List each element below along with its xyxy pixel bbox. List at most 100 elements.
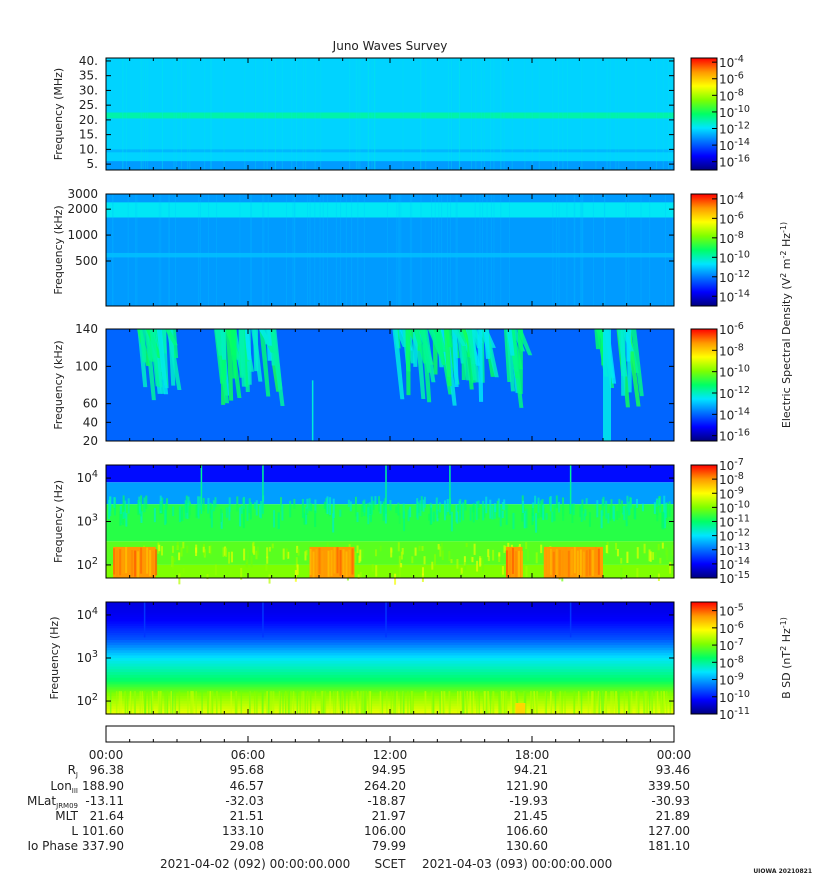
ytick-label: 104 — [77, 606, 98, 622]
ephemeris-value: 21.97 — [372, 809, 406, 823]
colorbar-tick-label: 10-8 — [719, 342, 744, 358]
ytick-label: 60 — [83, 397, 98, 411]
ephemeris-row-label: MLT — [55, 809, 78, 823]
ephemeris-row: MLT 21.64 21.51 21.97 21.45 21.89 — [55, 809, 690, 823]
ephemeris-value: 337.90 — [82, 839, 124, 853]
colorbar-tick-label: 10-4 — [719, 191, 744, 207]
colorbar: 10-4 10-6 10-8 10-10 10-12 10-14 Electric Spec… — [690, 191, 794, 428]
colorbar-tick-label: 10-11 — [719, 706, 750, 722]
colorbar-label: Electric Spectral Density (V2 m-2 Hz-1) — [779, 222, 794, 428]
ephemeris-value: 130.60 — [506, 839, 548, 853]
colorbar-tick-label: 10-14 — [719, 556, 750, 572]
colorbar-tick-label: 10-14 — [719, 288, 750, 304]
colorbar-tick-label: 10-8 — [719, 87, 744, 103]
ephemeris-value: 127.00 — [648, 824, 690, 838]
ephemeris-value: 94.95 — [372, 763, 406, 777]
ytick-label: 20 — [83, 434, 98, 448]
time-tick-label: 06:00 — [231, 748, 266, 762]
ephemeris-row: L 101.60 133.10 106.00 106.60 127.00 — [71, 824, 690, 838]
ytick-label: 3000 — [67, 187, 98, 201]
colorbar-tick-label: 10-6 — [719, 321, 744, 337]
colorbar-tick-label: 10-9 — [719, 672, 744, 688]
spectrogram-image — [106, 58, 674, 170]
ytick-label: 20. — [79, 113, 98, 127]
colorbar-tick-label: 10-11 — [719, 514, 750, 530]
colorbar-tick-label: 10-16 — [719, 154, 750, 170]
ytick-label: 25. — [79, 98, 98, 112]
ytick-label: 40. — [79, 54, 98, 68]
ytick-label: 40 — [83, 415, 98, 429]
ephemeris-value: 106.00 — [364, 824, 406, 838]
ylabel: Frequency (Hz) — [52, 480, 65, 563]
ephemeris-value: 96.38 — [90, 763, 124, 777]
ephemeris-value: 106.60 — [506, 824, 548, 838]
ytick-label: 104 — [77, 469, 98, 485]
colorbar-tick-label: 10-14 — [719, 137, 750, 153]
colorbar-tick-label: 10-16 — [719, 428, 750, 444]
spectrogram-image — [106, 465, 674, 585]
ephemeris-row-label: L — [71, 824, 78, 838]
ylabel: Frequency (kHz) — [52, 340, 65, 429]
ephemeris-value: -19.93 — [509, 794, 548, 808]
colorbar-tick-label: 10-7 — [719, 637, 744, 653]
ylabel: Frequency (kHz) — [52, 205, 65, 294]
ytick-label: 1000 — [67, 228, 98, 242]
ytick-label: 15. — [79, 128, 98, 142]
colorbar-tick-label: 10-10 — [719, 364, 750, 380]
ephemeris-row-label: MLatJRM09 — [27, 794, 78, 810]
ephemeris-row: Io Phase 337.90 29.08 79.99 130.60 181.10 — [27, 839, 690, 853]
colorbar-tick-label: 10-14 — [719, 406, 750, 422]
colorbar-tick-label: 10-8 — [719, 654, 744, 670]
ytick-label: 102 — [77, 692, 98, 708]
colorbar-tick-label: 10-13 — [719, 542, 750, 558]
ephemeris-value: -32.03 — [225, 794, 264, 808]
ytick-label: 30. — [79, 83, 98, 97]
ephemeris-value: 95.68 — [230, 763, 264, 777]
colorbar-tick-label: 10-12 — [719, 528, 750, 544]
colorbar: 10-6 10-8 10-10 10-12 10-14 10-16 — [690, 321, 750, 444]
ephemeris-table: RJ 96.38 95.68 94.95 94.21 93.46 LonIII 188.90 4… — [27, 763, 690, 853]
colorbar-tick-label: 10-6 — [719, 71, 744, 87]
time-tick-label: 00:00 — [89, 748, 124, 762]
time-axis: 00:00 06:00 12:00 18:00 00:00 — [89, 725, 692, 762]
colorbar-tick-label: 10-12 — [719, 121, 750, 137]
ephemeris-value: -30.93 — [651, 794, 690, 808]
colorbar-tick-label: 10-10 — [719, 689, 750, 705]
ephemeris-value: 94.21 — [514, 763, 548, 777]
ytick-label: 103 — [77, 649, 98, 665]
time-tick-label: 00:00 — [657, 748, 692, 762]
colorbar-tick-label: 10-12 — [719, 385, 750, 401]
ytick-label: 35. — [79, 69, 98, 83]
ephemeris-value: 188.90 — [82, 779, 124, 793]
scet-end-date: 2021-04-03 (093) 00:00:00.000 — [422, 857, 612, 871]
ytick-label: 140 — [75, 322, 98, 336]
colorbar-tick-label: 10-6 — [719, 210, 744, 226]
ephemeris-row: MLatJRM09 -13.11 -32.03 -18.87 -19.93 -30.93 — [27, 794, 690, 810]
ephemeris-value: 264.20 — [364, 779, 406, 793]
ephemeris-row-label: Io Phase — [27, 839, 78, 853]
colorbar-tick-label: 10-4 — [719, 54, 744, 70]
ephemeris-row: RJ 96.38 95.68 94.95 94.21 93.46 — [68, 763, 690, 779]
ylabel: Frequency (MHz) — [52, 68, 65, 160]
ytick-label: 10. — [79, 142, 98, 156]
colorbar-tick-label: 10-8 — [719, 471, 744, 487]
colorbar-tick-label: 10-10 — [719, 104, 750, 120]
ephemeris-value: 21.89 — [656, 809, 690, 823]
ephemeris-value: -13.11 — [85, 794, 124, 808]
scet-label: SCET — [375, 857, 407, 871]
colorbar-tick-label: 10-5 — [719, 603, 744, 619]
colorbar-tick-label: 10-8 — [719, 230, 744, 246]
ephemeris-value: 133.10 — [222, 824, 264, 838]
colorbar-tick-label: 10-10 — [719, 499, 750, 515]
ytick-label: 5. — [87, 157, 98, 171]
colorbar-label: B SD (nT2 Hz-1) — [779, 617, 794, 699]
ephemeris-value: 79.99 — [372, 839, 406, 853]
colorbar-tick-label: 10-12 — [719, 269, 750, 285]
ephemeris-value: 21.45 — [514, 809, 548, 823]
panel-3: 140 100 60 40 20 Frequency (kHz) 10-6 10-8 10-10… — [52, 321, 750, 448]
chart-title: Juno Waves Survey — [332, 39, 448, 53]
